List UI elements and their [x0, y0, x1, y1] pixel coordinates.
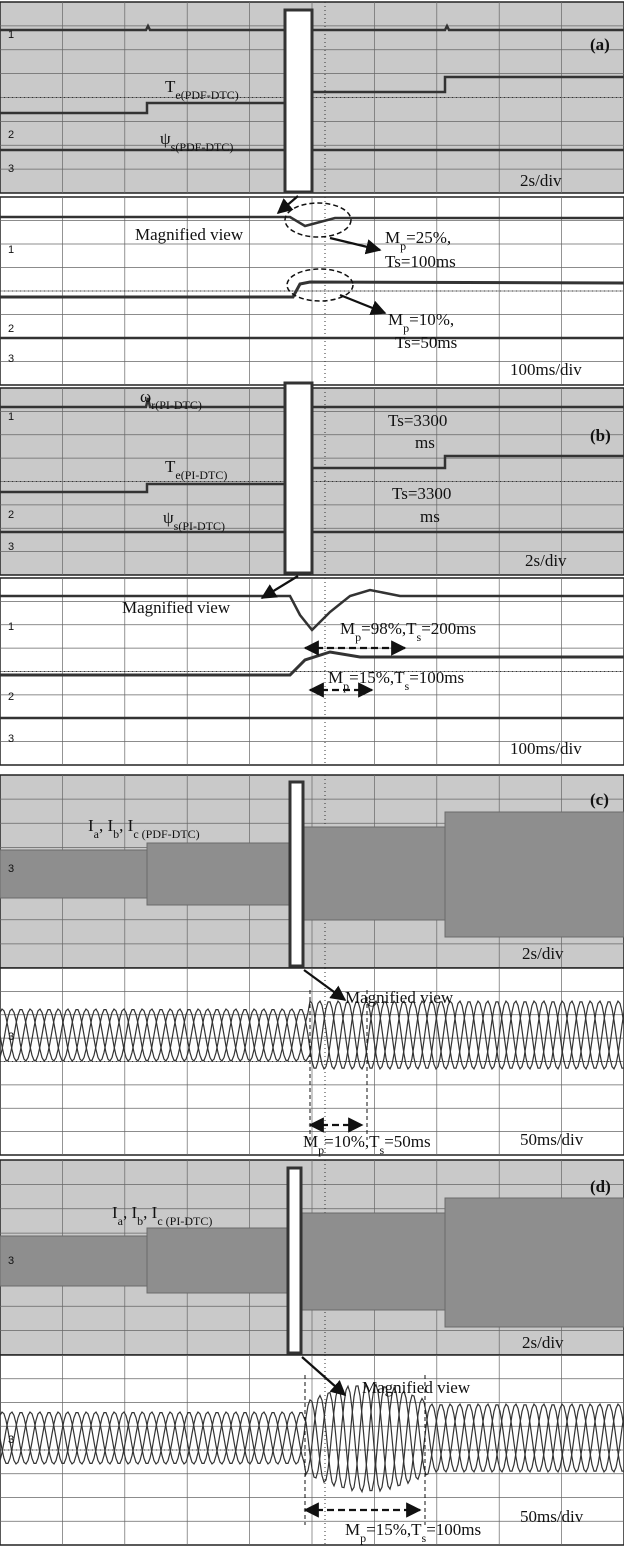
channel-marker: 3 [8, 1255, 14, 1267]
channel-marker: 3 [8, 733, 14, 745]
text-run: c (PDF-DTC) [133, 827, 199, 841]
panel-tag: (c) [590, 790, 609, 809]
text-run: Magnified view [135, 225, 244, 244]
time-scale: 50ms/div [520, 1130, 584, 1149]
current-band [445, 1198, 624, 1327]
time-scale: 100ms/div [510, 739, 582, 758]
channel-marker: 1 [8, 29, 14, 41]
text-run: Magnified view [345, 988, 454, 1007]
annotation: Ts=100ms [385, 252, 456, 271]
time-scale: 100ms/div [510, 360, 582, 379]
zoom-window [285, 383, 312, 573]
text-run: M [303, 1132, 318, 1151]
figure: (a)Te(PDF-DTC)ψs(PDF-DTC)Magnified viewM… [0, 0, 624, 1547]
text-run: , I [119, 816, 134, 835]
zoom-window [288, 1168, 301, 1353]
time-scale: 2s/div [522, 944, 564, 963]
channel-marker: 3 [8, 353, 14, 365]
annotation: Magnified view [135, 225, 244, 244]
text-run: M [328, 668, 343, 687]
current-band [147, 843, 293, 905]
text-run: , I [99, 816, 114, 835]
text-run: M [385, 228, 400, 247]
channel-marker: 2 [8, 323, 14, 335]
text-run: =100ms [426, 1520, 481, 1539]
text-run: e(PI-DTC) [175, 468, 227, 482]
text-run: ψ [163, 508, 174, 527]
text-run: =50ms [384, 1132, 430, 1151]
annotation: Magnified view [345, 988, 454, 1007]
text-run: ms [415, 433, 435, 452]
text-run: Ts=3300 [388, 411, 447, 430]
channel-marker: 2 [8, 509, 14, 521]
text-run: M [340, 619, 355, 638]
trace-label: ms [420, 507, 440, 526]
channel-marker: 3 [8, 863, 14, 875]
text-run: Ts=3300 [392, 484, 451, 503]
channel-marker: 1 [8, 411, 14, 423]
zoom-window [290, 782, 303, 966]
text-run: =200ms [421, 619, 476, 638]
channel-marker: 3 [8, 1434, 14, 1446]
text-run: , I [123, 1203, 138, 1222]
annotation: Magnified view [362, 1378, 471, 1397]
panel-tag: (b) [590, 426, 611, 445]
text-run: M [345, 1520, 360, 1539]
text-run: , I [143, 1203, 158, 1222]
text-run: M [388, 310, 403, 329]
panel-tag: (d) [590, 1177, 611, 1196]
current-band [0, 1236, 147, 1286]
text-run: =15%,T [349, 668, 405, 687]
channel-marker: 2 [8, 691, 14, 703]
text-run: T [165, 77, 176, 96]
page: {"panels": [ {"tag": "(a)", "top": {"cha… [0, 0, 624, 1547]
trace-label: Ts=3300 [392, 484, 451, 503]
text-run: e(PDF-DTC) [175, 88, 238, 102]
text-run: s(PDF-DTC) [171, 140, 234, 154]
text-run: =100ms [409, 668, 464, 687]
text-run: =10%,T [324, 1132, 380, 1151]
text-run: =10%, [409, 310, 454, 329]
text-run: ms [420, 507, 440, 526]
text-run: Magnified view [362, 1378, 471, 1397]
time-scale: 2s/div [520, 171, 562, 190]
text-run: r(PI-DTC) [151, 398, 202, 412]
time-scale: 2s/div [525, 551, 567, 570]
current-band [0, 850, 147, 898]
time-scale: 2s/div [522, 1333, 564, 1352]
text-run: c (PI-DTC) [157, 1214, 212, 1228]
current-band [297, 1213, 445, 1310]
current-band [445, 812, 624, 937]
channel-marker: 3 [8, 163, 14, 175]
text-run: Ts=50ms [395, 333, 457, 352]
text-run: =15%,T [366, 1520, 422, 1539]
text-run: ω [140, 387, 151, 406]
channel-marker: 2 [8, 129, 14, 141]
text-run: Ts=100ms [385, 252, 456, 271]
current-band [147, 1228, 293, 1293]
channel-marker: 3 [8, 541, 14, 553]
text-run: ψ [160, 129, 171, 148]
panel-tag: (a) [590, 35, 610, 54]
channel-marker: 1 [8, 244, 14, 256]
current-band [297, 827, 445, 920]
text-run: =25%, [406, 228, 451, 247]
time-scale: 50ms/div [520, 1507, 584, 1526]
trace-label: Ts=3300 [388, 411, 447, 430]
trace-label: ms [415, 433, 435, 452]
text-run: Magnified view [122, 598, 231, 617]
channel-marker: 3 [8, 1031, 14, 1043]
text-run: =98%,T [361, 619, 417, 638]
channel-marker: 1 [8, 621, 14, 633]
annotation: Ts=50ms [395, 333, 457, 352]
zoom-window [285, 10, 312, 192]
text-run: T [165, 457, 176, 476]
text-run: s(PI-DTC) [174, 519, 225, 533]
annotation: Magnified view [122, 598, 231, 617]
